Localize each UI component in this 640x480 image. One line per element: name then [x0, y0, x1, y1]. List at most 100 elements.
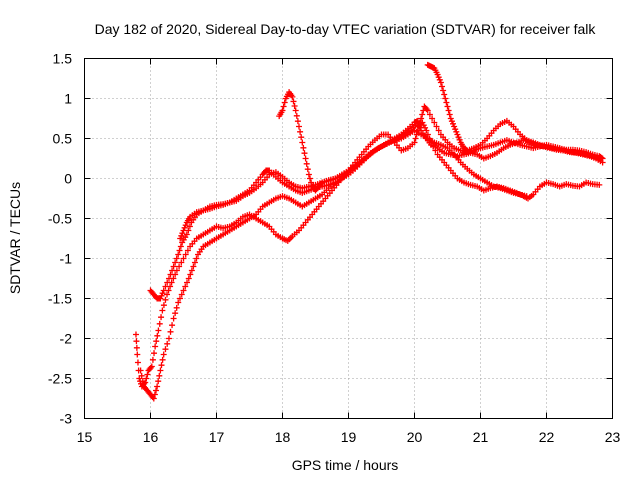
data-point — [139, 378, 146, 385]
data-point — [424, 107, 431, 114]
data-point — [446, 111, 453, 118]
data-point — [434, 71, 441, 78]
data-point — [159, 356, 166, 363]
data-point — [456, 136, 463, 143]
data-point — [293, 112, 300, 119]
data-point — [296, 123, 302, 130]
data-point — [422, 124, 429, 131]
data-point — [160, 287, 167, 294]
y-tick-label: -1.5 — [48, 291, 72, 307]
data-point — [191, 259, 198, 266]
data-point — [445, 107, 452, 114]
data-point — [419, 111, 426, 118]
data-point — [144, 371, 151, 378]
data-point — [290, 98, 297, 105]
data-point — [170, 263, 177, 270]
x-tick-label: 23 — [605, 429, 621, 445]
data-point — [182, 222, 189, 229]
data-point — [162, 346, 169, 353]
data-point — [187, 271, 194, 278]
data-point — [448, 118, 455, 125]
data-point — [279, 107, 286, 114]
data-point — [162, 283, 169, 290]
series-track-2 — [137, 127, 530, 402]
data-point — [173, 304, 180, 311]
x-tick-label: 21 — [473, 429, 489, 445]
data-point — [297, 128, 304, 135]
data-point — [164, 279, 171, 286]
data-point — [176, 295, 183, 302]
grid — [84, 58, 613, 419]
data-point — [436, 76, 443, 83]
data-point — [596, 181, 603, 188]
data-point — [158, 314, 165, 321]
data-point — [415, 123, 422, 130]
data-point — [454, 131, 461, 138]
data-point — [599, 155, 606, 162]
data-point — [180, 255, 187, 262]
data-point — [291, 102, 298, 109]
data-point — [423, 127, 430, 134]
data-point — [165, 275, 172, 282]
y-tick-label: -1 — [60, 251, 73, 267]
y-tick-label: 1.5 — [53, 51, 73, 67]
data-point — [138, 372, 145, 379]
y-tick-label: 1 — [64, 91, 72, 107]
y-tick-label: 0.5 — [53, 131, 73, 147]
data-point — [437, 79, 444, 86]
data-point — [299, 139, 306, 146]
data-point — [155, 378, 162, 385]
data-point — [154, 383, 161, 390]
data-point — [435, 74, 442, 81]
data-point — [176, 263, 183, 270]
data-point — [132, 331, 139, 338]
x-tick-label: 19 — [341, 429, 357, 445]
data-point — [450, 120, 456, 127]
data-point — [154, 332, 161, 339]
data-point — [159, 290, 166, 297]
data-point — [439, 83, 445, 90]
series-track-6 — [177, 169, 345, 242]
data-point — [184, 247, 191, 254]
data-point — [298, 134, 305, 141]
data-point — [413, 131, 420, 138]
data-point — [302, 155, 309, 162]
data-point — [338, 173, 345, 180]
x-tick-label: 22 — [539, 429, 555, 445]
data-point — [281, 99, 288, 106]
data-point — [433, 123, 440, 130]
data-point — [147, 364, 154, 371]
data-point — [143, 375, 150, 382]
data-point — [177, 243, 184, 250]
data-point — [158, 362, 165, 369]
data-point — [134, 351, 141, 358]
data-point — [180, 227, 187, 234]
data-point — [175, 251, 182, 258]
data-point — [423, 106, 430, 113]
data-point — [451, 123, 458, 130]
data-point — [417, 119, 423, 126]
data-point — [157, 367, 164, 374]
data-point — [294, 118, 301, 125]
x-tick-label: 20 — [407, 429, 423, 445]
y-tick-label: -3 — [60, 411, 73, 427]
data-point — [179, 230, 186, 237]
x-tick-label: 16 — [143, 429, 159, 445]
data-point — [420, 122, 427, 129]
data-point — [164, 340, 171, 347]
x-tick-label: 18 — [275, 429, 291, 445]
data-point — [133, 344, 140, 351]
data-point — [186, 223, 193, 230]
data-point — [150, 395, 157, 402]
data-point — [185, 275, 192, 282]
data-point — [167, 271, 174, 278]
data-point — [172, 259, 179, 266]
data-point — [177, 235, 184, 242]
x-axis-title: GPS time / hours — [292, 457, 399, 473]
data-point — [414, 127, 421, 134]
data-point — [159, 307, 166, 314]
axis-ticks: 15 16 17 18 19 20 21 22 23 1.5 1 0.5 0 -0.5 -1 -1.5 -2 -2… — [48, 51, 621, 446]
data-point — [180, 287, 187, 294]
data-point — [289, 93, 296, 100]
